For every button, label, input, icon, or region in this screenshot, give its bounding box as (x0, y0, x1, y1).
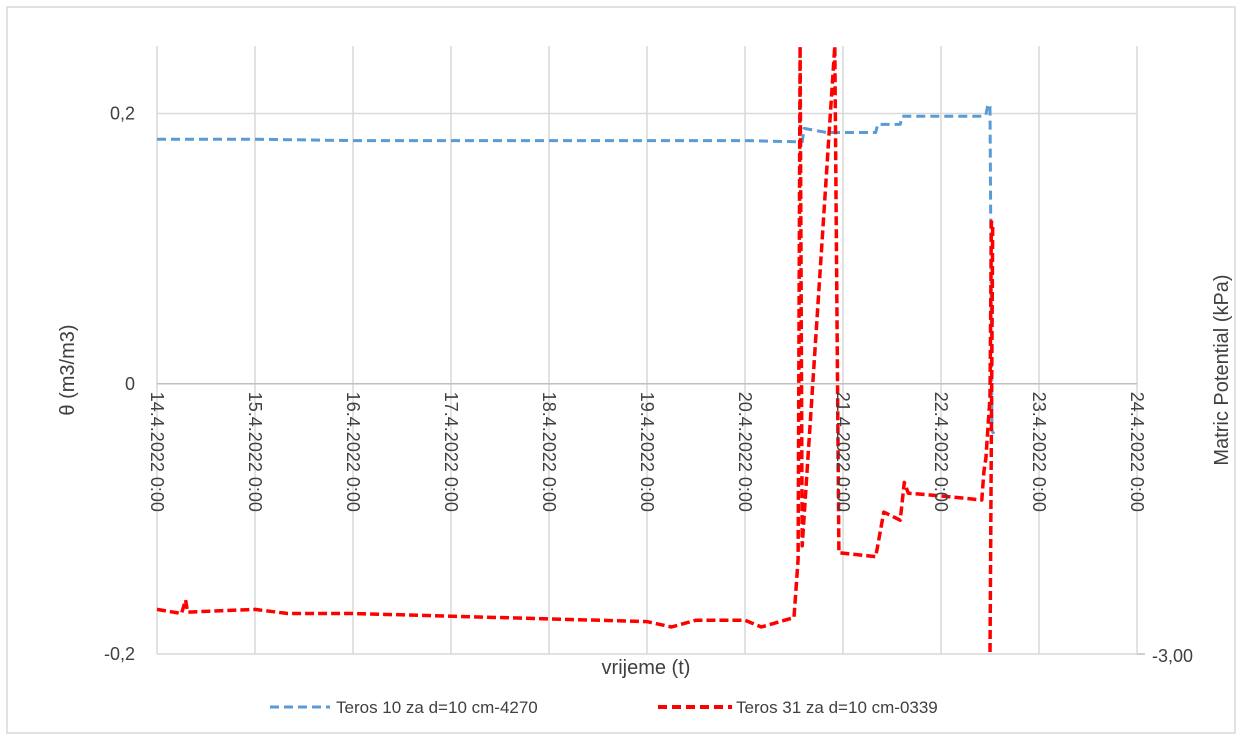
x-tick-label: 16.4.2022 0:00 (343, 392, 363, 512)
series-line-teros-10 (157, 102, 996, 435)
x-tick-label: 18.4.2022 0:00 (539, 392, 559, 512)
y-axis-title: θ (m3/m3) (57, 324, 79, 415)
x-tick-label: 14.4.2022 0:00 (147, 392, 167, 512)
y2-axis-title: Matric Potential (kPa) (1211, 274, 1233, 465)
y-tick-label: -0,2 (104, 644, 135, 664)
x-tick-label: 24.4.2022 0:00 (1127, 392, 1147, 512)
x-tick-label: 21.4.2022 0:00 (833, 392, 853, 512)
x-tick-label: 22.4.2022 0:00 (931, 392, 951, 512)
legend-label-teros-31: Teros 31 za d=10 cm-0339 (736, 698, 938, 717)
y-tick-label: 0,2 (110, 104, 135, 124)
x-tick-label: 15.4.2022 0:00 (245, 392, 265, 512)
series-line-teros-31 (156, 44, 995, 655)
tick-layer: 14.4.2022 0:00 15.4.2022 0:00 16.4.2022 0:… (104, 104, 1147, 664)
x-tick-label: 19.4.2022 0:00 (637, 392, 657, 512)
x-tick-label: 17.4.2022 0:00 (441, 392, 461, 512)
x-tick-label: 20.4.2022 0:00 (735, 392, 755, 512)
grid-layer (156, 46, 1145, 655)
x-tick-label: 23.4.2022 0:00 (1029, 392, 1049, 512)
chart-border (6, 6, 1236, 734)
legend-label-teros-10: Teros 10 za d=10 cm-4270 (336, 698, 538, 717)
series-layer (156, 44, 996, 655)
x-axis-title: vrijeme (t) (602, 657, 691, 679)
legend: Teros 10 za d=10 cm-4270 Teros 31 za d=1… (270, 698, 938, 717)
y2-tick-label: -3,00 (1152, 646, 1193, 666)
y-tick-label: 0 (125, 374, 135, 394)
